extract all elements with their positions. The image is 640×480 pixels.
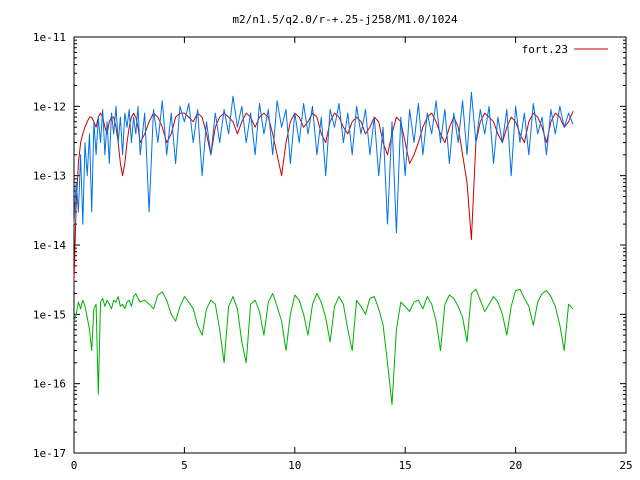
x-tick-label: 20 xyxy=(509,459,522,472)
plot-series xyxy=(73,91,574,405)
y-tick-label: 1e-15 xyxy=(33,308,66,321)
x-tick-label: 10 xyxy=(288,459,301,472)
x-axis: 0 5 10 15 20 25 xyxy=(71,37,633,472)
x-tick-label: 5 xyxy=(181,459,188,472)
y-tick-label: 1e-17 xyxy=(33,447,66,460)
y-tick-label: 1e-12 xyxy=(33,100,66,113)
y-axis: 1e-11 1e-12 1e-13 1e-14 1e-15 1e-16 1e-17 xyxy=(33,31,626,460)
chart-title: m2/n1.5/q2.0/r-+.25-j258/M1.0/1024 xyxy=(232,13,458,26)
y-tick-label: 1e-16 xyxy=(33,378,66,391)
plot-frame xyxy=(73,36,627,454)
x-tick-label: 15 xyxy=(399,459,412,472)
series-line-1 xyxy=(73,111,574,282)
x-tick-label: 0 xyxy=(71,459,78,472)
series-line-2 xyxy=(73,91,574,234)
series-line-3 xyxy=(73,288,574,405)
legend-label: fort.23 xyxy=(522,43,568,56)
y-tick-label: 1e-14 xyxy=(33,239,66,252)
x-tick-label: 25 xyxy=(619,459,632,472)
y-tick-label: 1e-11 xyxy=(33,31,66,44)
legend: fort.23 xyxy=(522,43,608,56)
y-tick-label: 1e-13 xyxy=(33,170,66,183)
